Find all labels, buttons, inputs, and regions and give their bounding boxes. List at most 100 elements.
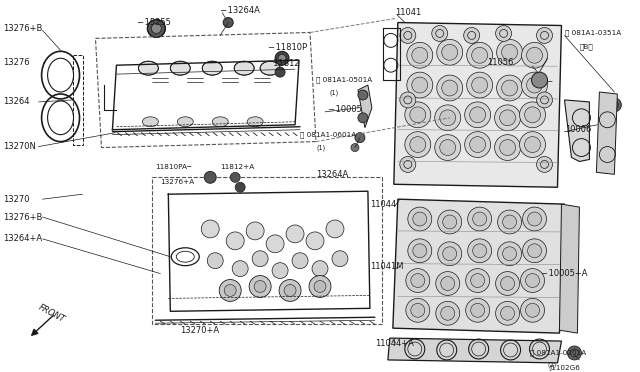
Text: ─ 10005: ─ 10005: [328, 105, 362, 114]
Circle shape: [405, 132, 431, 157]
Text: 11041M: 11041M: [370, 262, 403, 271]
Text: 11810PA─: 11810PA─: [156, 164, 192, 170]
Circle shape: [412, 47, 428, 63]
Bar: [72, 55, 83, 145]
Ellipse shape: [247, 117, 263, 127]
Circle shape: [279, 279, 301, 301]
Circle shape: [468, 239, 492, 263]
Circle shape: [407, 72, 433, 98]
Text: 13276: 13276: [3, 58, 29, 67]
Circle shape: [332, 251, 348, 267]
Circle shape: [525, 273, 540, 288]
Circle shape: [201, 220, 220, 238]
Text: ─ 10005+A: ─ 10005+A: [541, 269, 588, 278]
Text: 13276+B: 13276+B: [3, 24, 42, 33]
Circle shape: [470, 273, 484, 288]
Ellipse shape: [234, 61, 254, 75]
Text: ─ 15255: ─ 15255: [138, 18, 172, 27]
Circle shape: [520, 298, 545, 322]
Circle shape: [436, 272, 460, 295]
Circle shape: [224, 285, 236, 296]
Text: 13264A: 13264A: [316, 170, 348, 179]
Polygon shape: [559, 204, 579, 333]
Polygon shape: [388, 338, 561, 363]
Circle shape: [500, 140, 516, 155]
Ellipse shape: [177, 117, 193, 127]
Circle shape: [230, 172, 240, 182]
Circle shape: [527, 47, 543, 63]
Circle shape: [522, 207, 547, 231]
Circle shape: [306, 232, 324, 250]
Circle shape: [495, 272, 520, 295]
Circle shape: [502, 215, 516, 229]
Text: ─: ─: [547, 79, 552, 85]
Circle shape: [443, 215, 457, 229]
Circle shape: [568, 346, 581, 360]
Circle shape: [358, 113, 368, 123]
Text: (2): (2): [547, 362, 557, 368]
Circle shape: [314, 280, 326, 292]
Polygon shape: [394, 23, 561, 187]
Circle shape: [436, 301, 460, 325]
Circle shape: [223, 17, 233, 28]
Circle shape: [464, 28, 479, 44]
Circle shape: [497, 75, 522, 101]
Circle shape: [522, 239, 547, 263]
Circle shape: [525, 137, 541, 153]
Circle shape: [500, 276, 515, 291]
Text: Ⓑ 081A1-0201A: Ⓑ 081A1-0201A: [529, 350, 586, 356]
Circle shape: [275, 51, 289, 65]
Circle shape: [249, 276, 271, 297]
Circle shape: [406, 298, 430, 322]
Circle shape: [473, 212, 486, 226]
Text: 11812: 11812: [268, 59, 300, 68]
Circle shape: [522, 72, 547, 98]
Circle shape: [411, 303, 425, 317]
Circle shape: [441, 306, 454, 320]
Bar: [152, 177, 382, 324]
Circle shape: [412, 77, 428, 93]
Circle shape: [498, 242, 522, 266]
Text: Ⓑ 081A1-0601A: Ⓑ 081A1-0601A: [300, 131, 356, 138]
Text: 13270N: 13270N: [3, 142, 36, 151]
Circle shape: [470, 107, 486, 123]
Ellipse shape: [138, 61, 158, 75]
Circle shape: [536, 157, 552, 172]
Circle shape: [411, 273, 425, 288]
Circle shape: [400, 157, 416, 172]
Circle shape: [207, 253, 223, 269]
Circle shape: [465, 132, 491, 157]
Text: 13276+A: 13276+A: [161, 179, 195, 185]
Circle shape: [522, 42, 547, 68]
Polygon shape: [596, 92, 618, 174]
Circle shape: [220, 279, 241, 301]
Circle shape: [235, 182, 245, 192]
Circle shape: [441, 276, 454, 291]
Circle shape: [232, 261, 248, 276]
Text: 13264+A: 13264+A: [3, 234, 42, 243]
Polygon shape: [393, 199, 564, 333]
Circle shape: [413, 212, 427, 226]
Text: 13264: 13264: [3, 97, 29, 106]
Circle shape: [525, 303, 540, 317]
Circle shape: [525, 107, 541, 123]
Circle shape: [500, 110, 516, 126]
Text: Ⓐ 081A1-0351A: Ⓐ 081A1-0351A: [566, 29, 621, 36]
Circle shape: [495, 301, 520, 325]
Circle shape: [284, 285, 296, 296]
Circle shape: [405, 102, 431, 128]
Circle shape: [436, 75, 463, 101]
Circle shape: [312, 261, 328, 276]
Text: Ⓑ 081A1-0501A: Ⓑ 081A1-0501A: [316, 77, 372, 83]
Circle shape: [407, 42, 433, 68]
Circle shape: [443, 247, 457, 261]
Circle shape: [466, 298, 490, 322]
Ellipse shape: [170, 61, 190, 75]
Circle shape: [204, 171, 216, 183]
Circle shape: [410, 137, 426, 153]
Circle shape: [410, 107, 426, 123]
Circle shape: [226, 232, 244, 250]
Circle shape: [502, 247, 516, 261]
Polygon shape: [564, 100, 589, 161]
Ellipse shape: [212, 117, 228, 127]
